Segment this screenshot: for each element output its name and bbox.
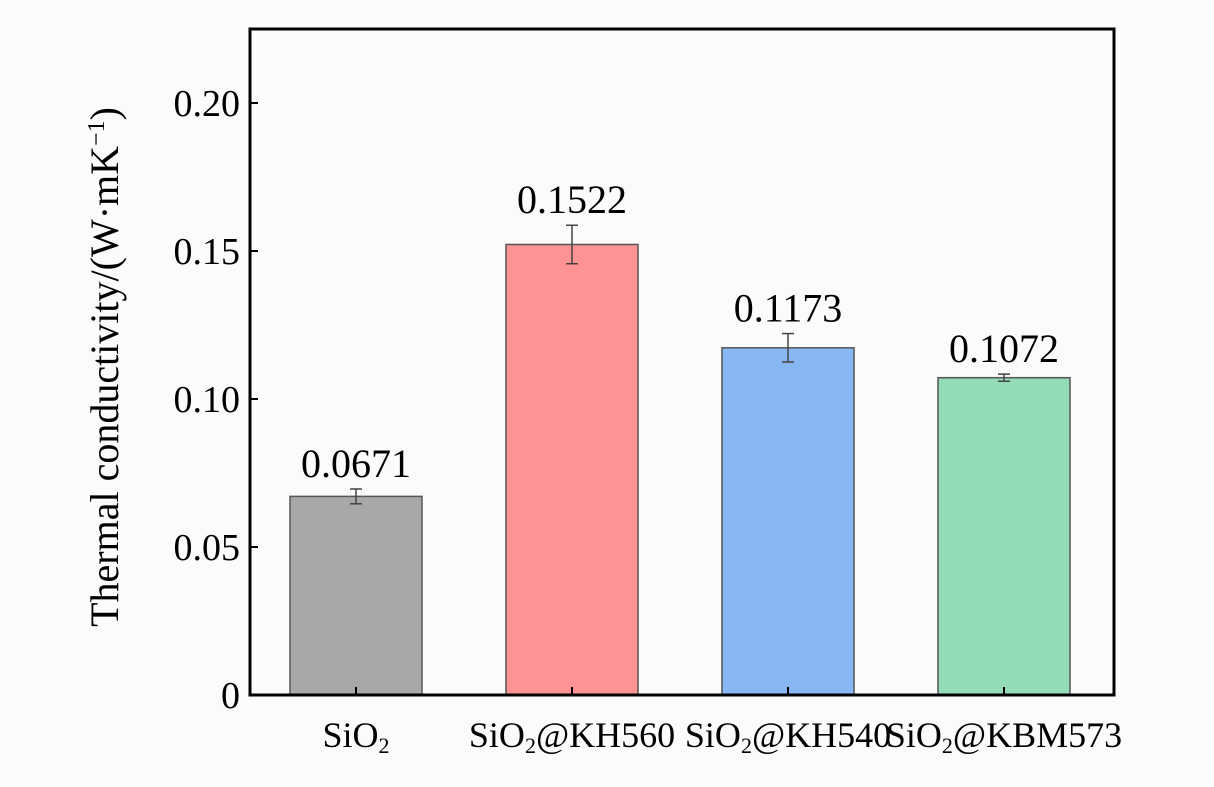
y-axis-title: Thermal conductivity/(W·mK−1) [82,107,127,627]
y-tick-label: 0.20 [174,83,241,125]
bar-value-label: 0.1173 [734,286,843,331]
y-axis: 0 0.05 0.10 0.15 0.20 [174,83,258,717]
y-axis-title-text: Thermal conductivity/(W·mK [82,146,127,627]
bar-value-label: 0.1072 [949,326,1059,371]
x-tick-label: SiO2@KBM573 [886,715,1122,758]
bar [289,495,423,696]
y-axis-title-close: ) [82,107,127,120]
bar-value-label: 0.1522 [517,177,627,222]
x-tick-label: SiO2@KH540 [685,715,891,758]
bar-value-label: 0.0671 [301,441,411,486]
y-axis-title-exponent: −1 [84,120,110,146]
value-labels-layer: 0.0671 0.1522 0.1173 0.1072 [301,177,1059,486]
plot-frame [248,27,1116,697]
x-tick-label: SiO2@KH560 [469,715,675,758]
y-tick-label: 0.10 [174,379,241,421]
y-tick-label: 0.15 [174,231,241,273]
bar [721,347,855,696]
y-tick-label: 0.05 [174,527,241,569]
x-tick-label: SiO2 [322,715,389,758]
y-tick-label: 0 [221,675,240,717]
error-bars-layer [350,224,1010,505]
bar [505,243,639,696]
bar [937,376,1071,696]
